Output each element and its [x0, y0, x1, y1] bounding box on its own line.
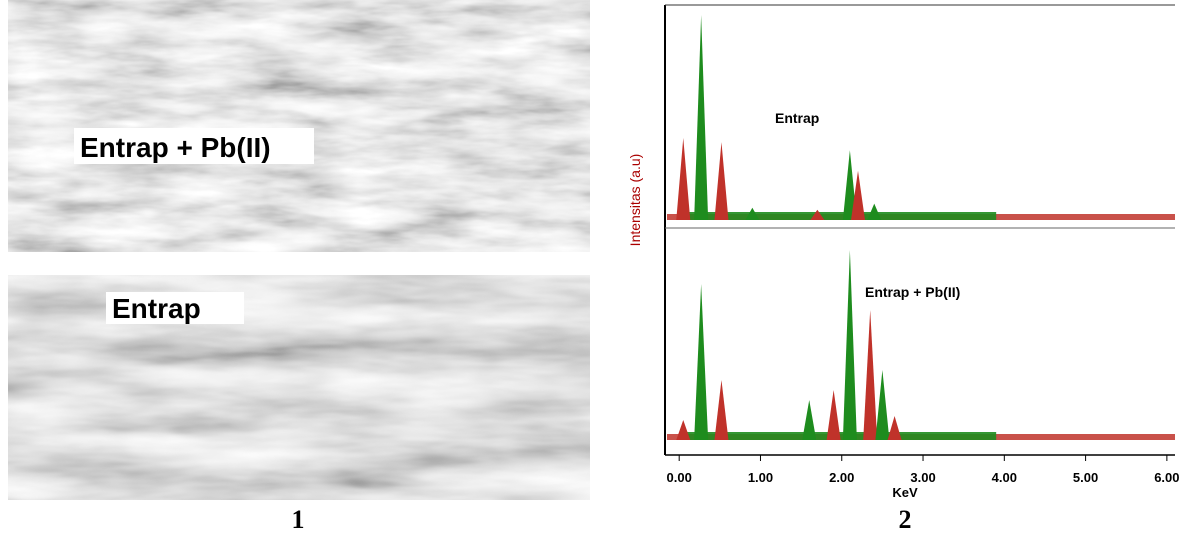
peak — [888, 416, 902, 440]
peak — [676, 420, 690, 440]
figure: Entrap + Pb(II) Entrap 1 2 Intensitas (a… — [0, 0, 1181, 534]
series-label: Entrap — [775, 110, 819, 126]
peak — [714, 142, 728, 220]
spectrum-chart: Intensitas (a.u) KeV — [627, 5, 1175, 500]
peak — [867, 204, 881, 220]
peak — [863, 310, 877, 440]
sem-image — [8, 0, 590, 252]
peak — [676, 138, 690, 220]
x-tick-label: 4.00 — [992, 470, 1017, 485]
page: Entrap + Pb(II) Entrap 1 2 Intensitas (a… — [0, 0, 1181, 534]
baseline-band — [682, 212, 996, 220]
peak — [694, 15, 708, 220]
image-label: Entrap + Pb(II) — [80, 132, 271, 163]
image-label: Entrap — [112, 293, 201, 324]
y-axis-label: Intensitas (a.u) — [627, 154, 643, 247]
peak — [694, 284, 708, 440]
x-tick-label: 5.00 — [1073, 470, 1098, 485]
peak — [843, 250, 857, 440]
caption: 1 — [292, 505, 305, 534]
peak — [875, 370, 889, 440]
series-label: Entrap + Pb(II) — [865, 284, 960, 300]
x-tick-label: 1.00 — [748, 470, 773, 485]
x-tick-label: 0.00 — [667, 470, 692, 485]
peak — [714, 380, 728, 440]
x-axis-label: KeV — [892, 485, 918, 500]
peak — [802, 400, 816, 440]
x-tick-label: 3.00 — [910, 470, 935, 485]
caption: 2 — [899, 505, 912, 534]
peak — [827, 390, 841, 440]
x-tick-label: 2.00 — [829, 470, 854, 485]
x-tick-label: 6.00 — [1154, 470, 1179, 485]
sem-image — [8, 275, 590, 500]
